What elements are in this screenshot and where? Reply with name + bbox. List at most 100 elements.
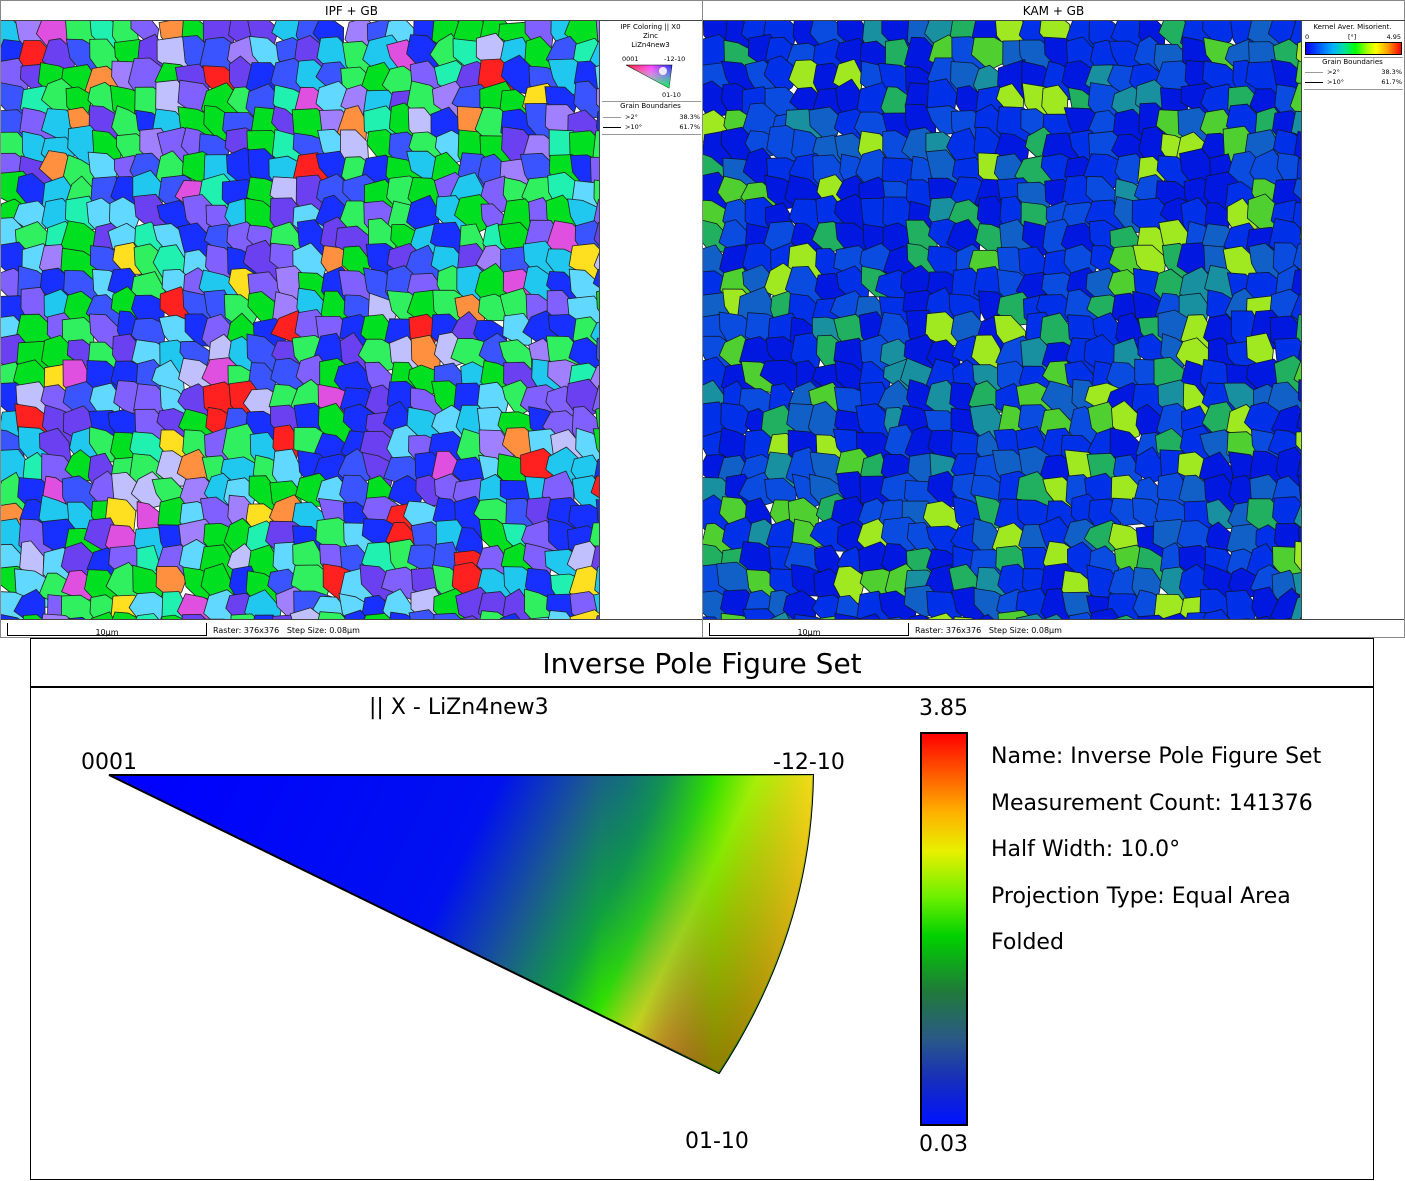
ipf-corner-01m10: 01-10	[685, 1129, 749, 1154]
ipf-grain	[524, 21, 555, 50]
kam-grain	[1293, 360, 1301, 385]
ipf-grain	[67, 616, 86, 619]
ipf-grain	[22, 614, 44, 619]
kam-grain	[1296, 459, 1301, 482]
kam-grain	[1296, 413, 1301, 430]
ipf-gb-label-high: >10°	[625, 123, 642, 131]
kam-gb-swatch-low	[1305, 72, 1323, 73]
kam-grain	[1292, 178, 1301, 201]
ipf-legend-corner-0001: 0001	[622, 55, 639, 63]
ipf-grain	[592, 268, 599, 288]
ipf-gb-value-low: 38.3%	[679, 113, 700, 121]
kam-grain	[1015, 613, 1044, 619]
kam-grain	[1299, 616, 1301, 619]
ipf-grain	[459, 615, 479, 619]
ipf-legend-heading: IPF Coloring || X0	[620, 23, 681, 31]
ipf-grain	[289, 607, 327, 619]
kam-colorbar	[1305, 42, 1402, 55]
ipf-gb-swatch-high	[603, 127, 621, 128]
kam-grain	[1272, 496, 1301, 532]
ipf-grain	[230, 613, 258, 619]
kam-gb-label-high: >10°	[1327, 78, 1344, 86]
kam-grain	[1089, 607, 1121, 619]
ipf-legend-dataset: LiZn4new3	[631, 41, 670, 49]
info-projection-type: Projection Type: Equal Area	[991, 884, 1291, 909]
kam-map-image	[703, 21, 1301, 619]
ipf-grain	[433, 612, 462, 619]
inverse-pole-figure-set: Inverse Pole Figure Set || X - LiZn4new3	[30, 638, 1374, 1180]
ipf-grain	[594, 566, 599, 594]
ipf-grain	[500, 612, 521, 619]
ipf-grain	[41, 613, 72, 619]
kam-grain	[1293, 503, 1301, 528]
ipf-grain	[575, 427, 599, 463]
kam-footer: 10µm Raster: 376x376 Step Size: 0.08µm	[703, 619, 1404, 639]
ipf-raster: Raster: 376x376	[213, 626, 280, 635]
ipf-grain	[568, 243, 599, 281]
kam-raster-info: Raster: 376x376 Step Size: 0.08µm	[915, 626, 1062, 635]
kam-gb-label-low: >2°	[1327, 68, 1340, 76]
ipf-grain	[181, 613, 207, 619]
kam-grain	[1137, 614, 1165, 619]
kam-grain	[834, 612, 861, 619]
kam-grain	[1068, 611, 1094, 619]
ipf-legend-corner-m12m10: -12-10	[664, 55, 686, 63]
kam-scale-bar	[709, 623, 909, 636]
kam-grain	[1225, 589, 1256, 619]
kam-legend-divider-bottom	[1304, 89, 1403, 90]
ipf-grain	[590, 475, 599, 499]
kam-step-size: Step Size: 0.08µm	[988, 626, 1062, 635]
kam-grain	[1292, 202, 1301, 230]
kam-grain	[1292, 243, 1301, 271]
info-name: Name: Inverse Pole Figure Set	[991, 744, 1322, 769]
ipf-legend-corner-01m10: 01-10	[662, 91, 681, 99]
ipf-grain	[591, 384, 599, 414]
ipf-grain	[595, 499, 599, 522]
kam-scale-label: 10µm	[797, 628, 821, 637]
ipf-grain	[568, 504, 599, 536]
ipf-grain	[593, 221, 599, 247]
ipf-grain	[569, 609, 599, 619]
kam-legend: Kernel Aver. Misorient. 0 [°] 4.95 Grain…	[1301, 20, 1405, 619]
kam-legend-unit: [°]	[1348, 33, 1357, 41]
kam-grain	[834, 594, 865, 619]
kam-grain	[1297, 379, 1301, 403]
kam-grain	[1112, 614, 1136, 619]
ipf-grain	[592, 428, 599, 453]
kam-map	[703, 20, 1301, 619]
ipf-grain	[573, 80, 599, 120]
kam-grain	[878, 590, 918, 619]
ipf-grain	[568, 337, 599, 371]
kam-grain	[1289, 82, 1301, 120]
kam-grain	[1203, 609, 1230, 619]
kam-gb-value-high: 61.7%	[1381, 78, 1402, 86]
kam-legend-max: 4.95	[1386, 33, 1401, 41]
ipf-grain	[527, 616, 551, 619]
kam-gb-swatch-high	[1305, 82, 1323, 83]
kam-legend-min: 0	[1305, 33, 1310, 41]
ipf-set-title: Inverse Pole Figure Set	[31, 639, 1373, 688]
ipf-footer: 10µm Raster: 376x376 Step Size: 0.08µm	[1, 619, 702, 639]
colorbar-max-label: 3.85	[919, 696, 968, 721]
ipf-triangle-overlay	[109, 775, 813, 1073]
ipf-grain	[244, 589, 282, 619]
ipf-scale-label: 10µm	[95, 628, 119, 637]
ipf-raster-info: Raster: 376x376 Step Size: 0.08µm	[213, 626, 360, 635]
kam-grain	[858, 613, 881, 619]
kam-raster: Raster: 376x376	[915, 626, 982, 635]
kam-grain	[1297, 475, 1301, 501]
ipf-gb-panel: IPF + GB IPF Coloring || X0 Zinc LiZn4ne…	[0, 0, 703, 638]
kam-grain	[1295, 431, 1301, 451]
kam-grain	[763, 55, 802, 95]
ipf-grain	[135, 613, 159, 619]
info-folded: Folded	[991, 930, 1064, 955]
kam-grain	[953, 616, 975, 619]
ipf-key-triangle	[625, 64, 673, 89]
kam-grain	[978, 613, 994, 619]
density-colorbar	[920, 732, 968, 1126]
kam-grain	[1299, 226, 1301, 240]
ipf-grain	[593, 252, 599, 272]
ipf-legend-phase: Zinc	[642, 32, 659, 40]
kam-grain	[926, 590, 963, 619]
kam-legend-divider	[1304, 57, 1403, 58]
